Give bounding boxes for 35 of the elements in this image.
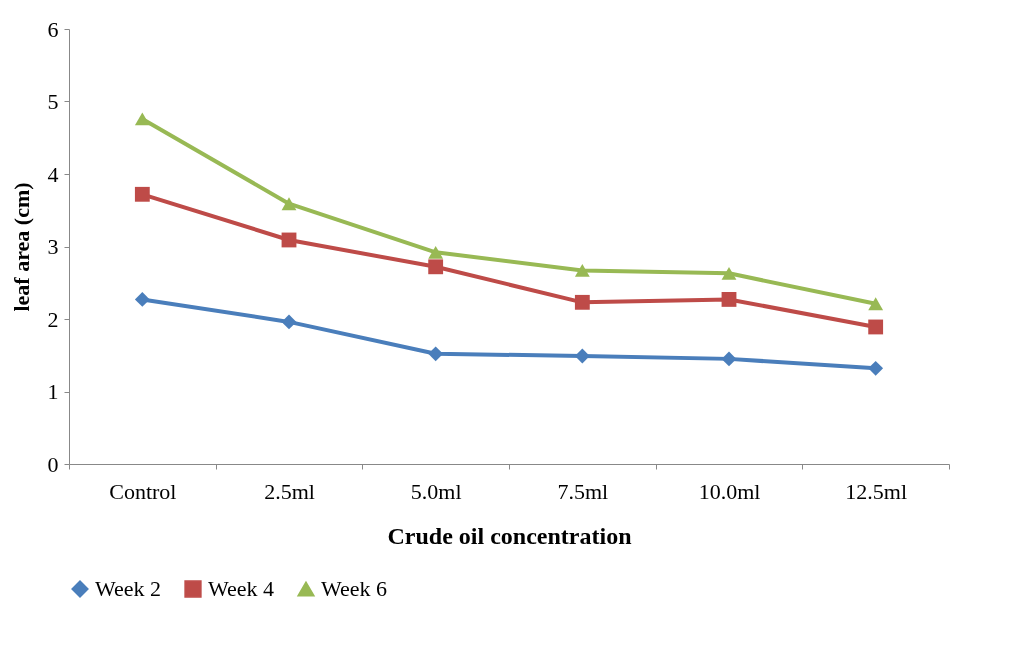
legend-label: Week 2 (95, 576, 162, 601)
point (134, 186, 150, 202)
y-tick-label: 4 (47, 161, 59, 187)
legend-label: Week 4 (208, 576, 275, 601)
x-tick-label: 5.0ml (410, 478, 462, 504)
x-tick-label: 2.5ml (264, 478, 315, 504)
point (721, 266, 737, 280)
point (868, 360, 884, 376)
y-tick-label: 1 (47, 379, 59, 404)
point (134, 292, 150, 307)
y-tick-label: 5 (47, 89, 59, 114)
point (134, 112, 150, 126)
point (721, 292, 737, 307)
legend-label: Week 6 (321, 576, 388, 601)
point (428, 245, 444, 259)
x-axis-title: Crude oil concentration (387, 522, 632, 549)
x-tick-label: Control (109, 478, 177, 504)
point (574, 348, 590, 364)
x-tick-label: 7.5ml (557, 478, 609, 504)
y-axis-title: leaf area (cm) (8, 182, 34, 312)
point (281, 197, 297, 211)
point (868, 319, 884, 335)
point (868, 297, 884, 311)
y-tick-label: 6 (47, 16, 59, 42)
point (721, 351, 737, 367)
point (428, 346, 444, 362)
y-tick-label: 3 (47, 234, 59, 259)
point (281, 314, 297, 330)
point (574, 264, 590, 277)
point (428, 259, 444, 275)
point (574, 294, 590, 310)
x-tick-label: 12.5ml (845, 478, 908, 504)
y-tick-label: 2 (47, 306, 59, 332)
y-tick-label: 0 (47, 451, 59, 477)
x-tick-label: 10.0ml (698, 478, 761, 504)
